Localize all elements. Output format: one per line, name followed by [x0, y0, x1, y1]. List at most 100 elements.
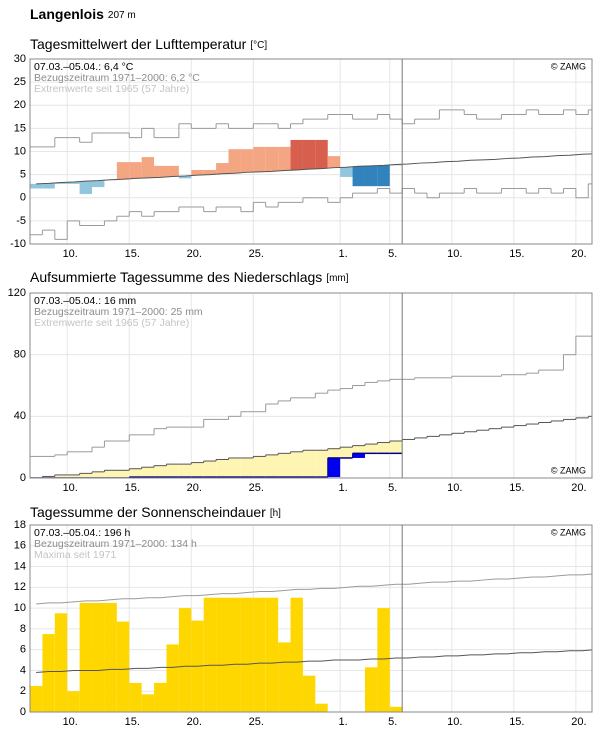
- bar: [315, 139, 328, 169]
- bar: [92, 180, 105, 188]
- copyright: © ZAMG: [551, 527, 586, 537]
- bar: [79, 602, 93, 712]
- y-tick-label: 12: [14, 581, 26, 593]
- deficit-fill: [352, 445, 365, 454]
- y-tick-label: 30: [14, 53, 26, 65]
- bar: [278, 642, 291, 712]
- annotation: Bezugszeitraum 1971–2000: 25 mm: [34, 306, 203, 318]
- x-tick-label: 1.: [339, 248, 348, 260]
- y-tick-label: 6: [20, 644, 26, 656]
- deficit-fill: [228, 457, 241, 478]
- deficit-fill: [265, 454, 279, 478]
- x-tick-label: 5.: [388, 482, 397, 494]
- bar: [30, 686, 43, 712]
- x-tick-label: 15.: [125, 248, 140, 260]
- bar: [302, 139, 316, 170]
- bar: [166, 644, 179, 712]
- deficit-fill: [253, 456, 266, 478]
- station-name: Langenlois: [30, 6, 104, 22]
- x-tick-label: 10.: [447, 248, 462, 260]
- x-tick-label: 10.: [447, 482, 462, 494]
- bar: [364, 165, 378, 187]
- y-tick-label: 0: [20, 706, 26, 718]
- chart-title-text: Tagessumme der Sonnenscheindauer: [30, 504, 266, 520]
- deficit-fill: [54, 474, 68, 478]
- chart-title-text: Aufsummierte Tagessumme des Niederschlag…: [30, 269, 322, 285]
- x-tick-label: 20.: [187, 248, 202, 260]
- plot-area: [30, 335, 592, 478]
- chart-title-text: Tagesmittelwert der Lufttemperatur: [30, 36, 247, 52]
- copyright: © ZAMG: [551, 61, 586, 71]
- bar: [67, 182, 80, 184]
- x-tick-label: 5.: [388, 248, 397, 260]
- bar: [178, 608, 192, 712]
- deficit-fill: [129, 468, 142, 478]
- deficit-fill: [340, 447, 353, 458]
- x-tick-label: 10.: [63, 248, 78, 260]
- y-tick-label: -10: [10, 238, 26, 250]
- increment-bar: [327, 457, 341, 478]
- deficit-fill: [290, 451, 303, 478]
- deficit-fill: [377, 442, 390, 454]
- bar: [377, 165, 390, 187]
- step-connector: [41, 416, 589, 478]
- bar: [79, 181, 93, 195]
- step-connector: [41, 183, 589, 240]
- annotation: Bezugszeitraum 1971–2000: 6,2 °C: [34, 72, 200, 84]
- x-tick-label: 15.: [509, 248, 524, 260]
- deficit-fill: [141, 467, 155, 478]
- line: [36, 573, 592, 605]
- x-tick-label: 1.: [339, 482, 348, 494]
- bar: [364, 667, 378, 712]
- y-tick-label: 2: [20, 685, 26, 697]
- bar: [104, 602, 117, 712]
- x-tick-label: 20.: [571, 716, 586, 728]
- deficit-fill: [240, 457, 254, 478]
- deficit-fill: [166, 464, 179, 478]
- y-tick-label: 14: [14, 560, 26, 572]
- bar: [129, 162, 142, 179]
- x-tick-label: 25.: [249, 716, 264, 728]
- y-tick-label: 0: [20, 192, 26, 204]
- bar: [54, 182, 68, 184]
- annotation: Bezugszeitraum 1971–2000: 134 h: [34, 538, 197, 550]
- plot-border: [29, 524, 593, 713]
- deficit-fill: [389, 441, 403, 454]
- chart-panel: Aufsummierte Tagessumme des Niederschlag…: [8, 269, 593, 494]
- bar: [203, 597, 217, 712]
- bar: [290, 139, 303, 170]
- bar: [141, 157, 155, 178]
- deficit-fill: [203, 461, 217, 478]
- chart-unit: [°C]: [250, 40, 267, 51]
- bar: [228, 597, 241, 712]
- bar: [203, 170, 217, 175]
- bar: [240, 597, 254, 712]
- x-tick-label: 15.: [125, 716, 140, 728]
- bar: [54, 613, 68, 712]
- copyright: © ZAMG: [551, 465, 586, 475]
- annotation: 07.03.–05.04.: 196 h: [34, 527, 130, 539]
- x-tick-label: 10.: [447, 716, 462, 728]
- deficit-fill: [79, 473, 93, 478]
- chart-unit: [h]: [270, 508, 281, 519]
- bar: [141, 694, 155, 712]
- bar: [166, 165, 179, 177]
- y-tick-label: 20: [14, 99, 26, 111]
- chart-panel: Tagessumme der Sonnenscheindauer [h] 0 2 4 6 8…: [14, 504, 593, 728]
- deficit-fill: [116, 470, 130, 478]
- y-tick-label: 10: [14, 145, 26, 157]
- x-tick-label: 10.: [63, 716, 78, 728]
- bar: [265, 146, 279, 172]
- annotation: 07.03.–05.04.: 16 mm: [34, 295, 136, 307]
- bar: [352, 166, 365, 187]
- bar: [67, 691, 80, 712]
- deficit-fill: [327, 448, 341, 458]
- deficit-fill: [104, 470, 117, 478]
- bar: [278, 146, 291, 171]
- deficit-fill: [364, 444, 378, 454]
- x-tick-label: 25.: [249, 482, 264, 494]
- bar: [290, 597, 303, 712]
- chart-title: Tagesmittelwert der Lufttemperatur [°C]: [30, 36, 267, 52]
- plot-area: [30, 573, 592, 712]
